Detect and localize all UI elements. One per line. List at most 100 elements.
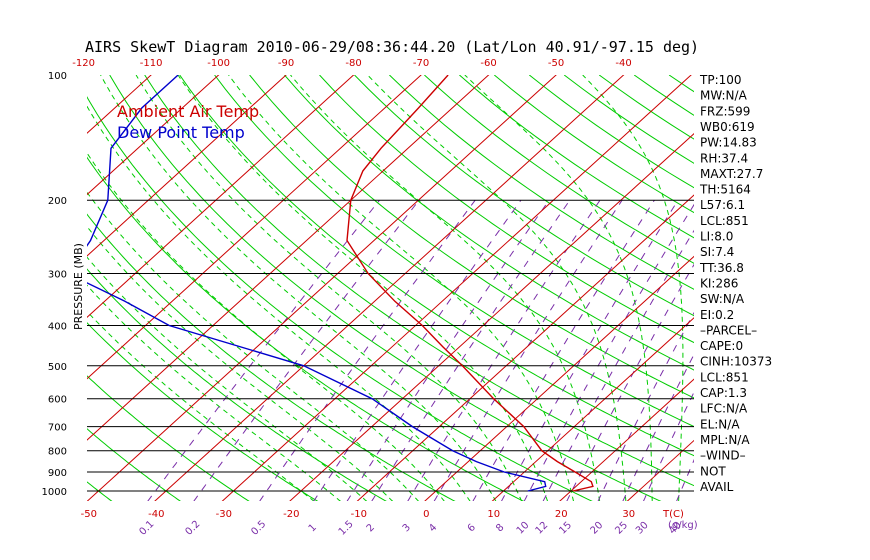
mixing-ratio-line [147,199,380,501]
mixing-ratio-tick-label: 1 [307,522,319,534]
moist-adiabat [87,191,420,501]
y-axis-label: PRESSURE (MB) [72,243,85,330]
pressure-tick-label: 200 [48,196,67,207]
bottom-temp-tick-label: -50 [81,509,97,520]
isotherm [221,75,692,501]
dry-adiabat [87,481,113,501]
legend-ambient-air-temp: Ambient Air Temp [117,102,259,121]
profile-lines [87,75,594,492]
mixing-ratio-tick-label: 12 [534,520,551,537]
stat-item: CAP:1.3 [700,386,747,400]
dry-adiabat [424,75,694,264]
grid-lines [0,68,870,502]
isotherm [424,255,694,501]
mixing-ratio-line [407,199,601,501]
isotherm [87,75,220,196]
bottom-temp-tick-label: -10 [351,509,367,520]
dry-adiabat [214,75,694,428]
dry-adiabat [809,75,870,502]
stat-item: LI:8.0 [700,230,733,244]
pressure-tick-label: 900 [48,468,67,479]
stat-item: TP:100 [699,73,742,87]
mixing-ratio-line [622,353,694,501]
top-temp-tick-label: -50 [548,58,564,69]
top-temp-tick-label: -80 [345,58,361,69]
stat-item: –WIND– [700,449,746,463]
mixing-ratio-line [433,199,623,501]
isotherm [289,133,694,501]
top-temp-tick-label: -60 [480,58,496,69]
stat-item: KI:286 [700,277,738,291]
pressure-tick-label: 400 [48,322,67,333]
mixing-ratio-tick-label: 0.2 [184,519,203,538]
isotherm [762,68,870,502]
pressure-tick-label: 700 [48,423,67,434]
isotherm [829,68,870,502]
mixing-ratio-tick-label: 2 [365,522,377,534]
dry-adiabat [459,75,694,239]
isotherm [87,75,355,318]
ambient-air-temp-line [346,75,594,492]
pressure-tick-label: 1000 [42,487,67,498]
dry-adiabat [284,75,694,371]
mixing-ratio-line [597,311,694,501]
dry-adiabat [87,156,525,501]
stat-item: WB0:619 [700,120,755,134]
dry-adiabat [179,75,694,457]
pressure-tick-label: 100 [48,71,67,82]
mixing-ratio-line [472,199,655,501]
stat-item: MAXT:27.7 [700,167,763,181]
bottom-temp-tick-label: 10 [487,509,500,520]
mixing-ratio-line [542,229,694,501]
mixing-ratio-line [642,391,694,501]
moist-adiabat [135,75,523,501]
stat-item: MPL:N/A [700,433,750,447]
bottom-temp-tick-label: -30 [216,509,232,520]
dry-adiabat [493,75,694,214]
mixing-ratio-tick-label: 30 [634,520,651,537]
dry-adiabat [389,75,694,290]
top-temp-tick-label: -70 [413,58,429,69]
stat-item: LCL:851 [700,370,749,384]
stat-item: EI:0.2 [700,308,734,322]
moist-adiabat [582,75,684,501]
mixing-ratio-line [371,199,571,501]
mixing-ratio-tick-label: 0.1 [138,519,157,538]
stat-item: NOT [700,464,726,478]
mixing-ratio-tick-label: 10 [515,520,532,537]
isotherm [87,75,287,257]
dry-adiabat [774,75,870,502]
pressure-tick-label: 600 [48,395,67,406]
dry-adiabat [0,75,44,502]
stat-item: SI:7.4 [700,245,734,259]
mixing-ratio-line [193,199,420,501]
stat-item: FRZ:599 [700,104,750,118]
mixing-ratio-tick-label: 3 [401,522,413,534]
top-temp-tick-label: -90 [278,58,294,69]
stat-item: LCL:851 [700,214,749,228]
mixing-ratio-line [523,203,694,501]
bottom-temp-tick-label: -40 [148,509,164,520]
isotherm [87,75,557,501]
pressure-tick-label: 800 [48,447,67,458]
dry-adiabat [249,75,694,399]
dry-adiabat [354,75,694,317]
stat-item: TH:5164 [699,183,751,197]
mixing-ratio-tick-label: 25 [613,520,630,537]
isotherm [356,194,694,501]
stat-item: CINH:10373 [700,355,772,369]
stat-item: SW:N/A [700,292,745,306]
mixing-ratio-tick-label: 8 [494,522,506,534]
mixing-ratio-line [346,199,550,501]
legend-dew-point-temp: Dew Point Temp [117,123,245,142]
moist-adiabat [228,75,574,501]
bottom-temp-tick-label: 30 [622,509,635,520]
isotherm [559,378,694,501]
stat-item: CAPE:0 [700,339,743,353]
bottom-temp-tick-label: -20 [283,509,299,520]
mixing-ratio-tick-label: 6 [466,522,478,534]
stat-item: LFC:N/A [700,402,748,416]
mixing-ratio-tick-label: 0.5 [249,519,268,538]
stat-item: AVAIL [700,480,734,494]
